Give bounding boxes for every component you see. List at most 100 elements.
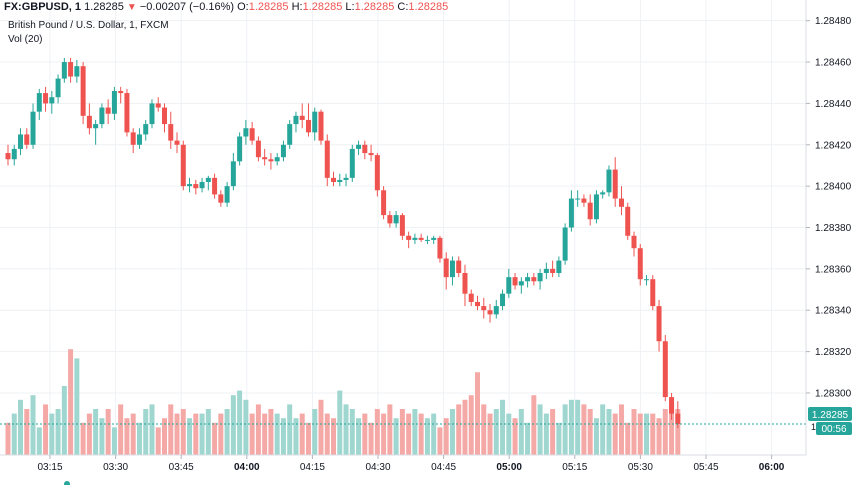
candle-body [99, 107, 105, 125]
x-tick-label: 04:30 [365, 462, 390, 473]
candle-body [612, 169, 618, 199]
volume-bar [262, 413, 268, 455]
candle-body [537, 273, 543, 282]
volume-bar [600, 404, 606, 455]
volume-bars [5, 349, 681, 455]
open-value: 1.28285 [248, 1, 289, 13]
volume-bar [625, 422, 631, 455]
candle-body [312, 111, 318, 133]
candle-body [331, 177, 337, 182]
volume-bar [249, 413, 255, 455]
symbol-name[interactable]: FX:GBPUSD, 1 [4, 1, 82, 13]
price-axis[interactable]: 1.28480 1.28460 1.28440 1.28420 1.28400 1.283… [806, 16, 852, 399]
volume-bar [462, 399, 468, 455]
x-tick-label: 05:00 [496, 462, 522, 473]
volume-bar [312, 409, 318, 455]
candle-body [249, 128, 255, 141]
candle-body [11, 148, 17, 160]
candle-body [230, 161, 236, 187]
candle-body [387, 215, 393, 224]
volume-bar [343, 404, 349, 455]
candle-body [531, 277, 537, 282]
candle-body [124, 93, 130, 133]
candle-body [130, 132, 136, 145]
candle-body [587, 202, 593, 220]
x-tick-label: 04:00 [234, 462, 260, 473]
volume-bar [612, 413, 618, 455]
candle-body [43, 93, 49, 104]
candle-body [493, 306, 499, 315]
candle-body [600, 192, 606, 195]
candle-body [162, 107, 167, 125]
volume-bar [656, 418, 662, 455]
x-tick-label: 05:30 [628, 462, 653, 473]
volume-bar [36, 427, 42, 455]
last-price: 1.28285 [84, 1, 124, 13]
volume-bar [212, 422, 218, 455]
volume-bar [68, 349, 74, 455]
candle-body [650, 279, 656, 307]
y-tick-label: 1.28320 [815, 347, 852, 358]
candle-body [399, 215, 405, 236]
candle-body [481, 306, 487, 311]
candle-body [662, 341, 668, 398]
candle-body [512, 277, 518, 286]
volume-bar [99, 418, 105, 455]
candle-body [180, 144, 186, 187]
candle-body [543, 268, 549, 273]
candle-body [218, 194, 224, 203]
candle-body [149, 103, 155, 125]
volume-bar [93, 409, 99, 455]
time-axis[interactable]: 03:15 03:30 03:45 04:00 04:15 04:30 04:45 05:00… [37, 455, 785, 473]
candle-body [237, 136, 243, 162]
volume-bar [224, 409, 230, 455]
candle-body [518, 281, 524, 286]
volume-bar [543, 413, 549, 455]
candle-body [381, 190, 387, 216]
volume-bar [531, 395, 537, 455]
volume-bar [487, 413, 493, 455]
y-tick-label: 1.28420 [815, 140, 852, 151]
volume-bar [669, 404, 675, 455]
candle-body [368, 153, 374, 156]
candle-body [280, 144, 286, 158]
candle-body [187, 184, 193, 187]
volume-bar [500, 399, 506, 455]
volume-bar [30, 395, 36, 455]
y-tick-label: 1.28400 [815, 182, 852, 193]
candle-body [525, 277, 531, 282]
candle-body [618, 198, 624, 207]
candle-body [118, 91, 124, 94]
candle-body [61, 62, 67, 79]
volume-bar [424, 418, 430, 455]
candle-body [224, 186, 230, 203]
candle-body [55, 78, 61, 98]
volume-bar [55, 409, 61, 455]
candle-body [18, 134, 24, 149]
volume-bar [356, 418, 362, 455]
volume-bar [562, 404, 568, 455]
volume-bar [399, 409, 405, 455]
countdown-timer: 00:56 [821, 424, 846, 435]
volume-bar [124, 418, 130, 455]
volume-indicator-label[interactable]: Vol (20) [8, 34, 43, 45]
volume-bar [318, 399, 324, 455]
volume-bar [299, 413, 305, 455]
x-tick-label: 04:15 [300, 462, 325, 473]
x-tick-label: 05:15 [562, 462, 587, 473]
volume-bar [287, 404, 293, 455]
volume-bar [255, 404, 261, 455]
candle-body [656, 306, 662, 342]
candle-body [625, 206, 631, 236]
candle-body [318, 111, 324, 141]
candle-body [644, 279, 650, 281]
volume-bar [368, 422, 374, 455]
candle-body [199, 182, 205, 189]
volume-bar [193, 413, 199, 455]
candle-body [412, 237, 418, 240]
candle-body [437, 237, 443, 259]
open-label: O: [237, 1, 249, 13]
candle-body [475, 301, 480, 307]
x-tick-label: 06:00 [759, 462, 785, 473]
